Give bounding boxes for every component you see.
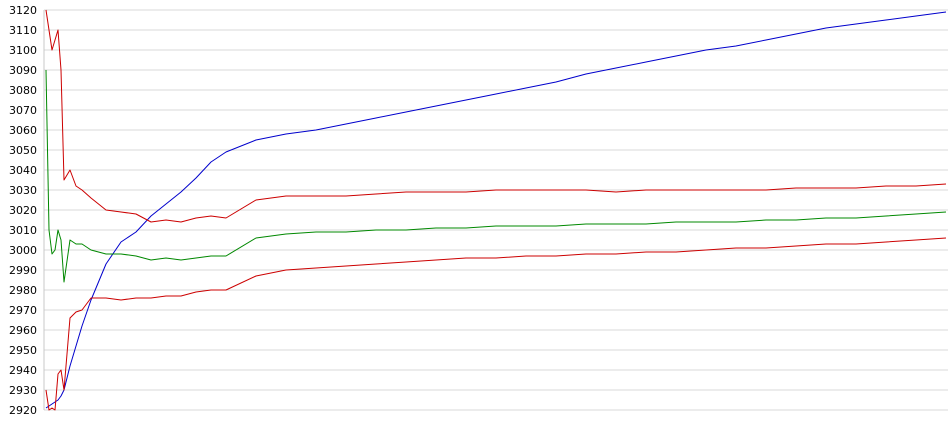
y-tick-label: 3010 <box>9 224 37 237</box>
y-tick-label: 2990 <box>9 264 37 277</box>
y-tick-label: 3050 <box>9 144 37 157</box>
y-tick-label: 3090 <box>9 64 37 77</box>
y-tick-label: 3070 <box>9 104 37 117</box>
series-layer <box>45 9 947 411</box>
y-tick-label: 3040 <box>9 164 37 177</box>
y-tick-label: 2970 <box>9 304 37 317</box>
y-tick-label: 2950 <box>9 344 37 357</box>
series-line-4 <box>45 237 947 411</box>
y-axis: 3120 3110 3100 3090 3080 3070 3060 3050 3040 3030… <box>9 4 45 417</box>
y-tick-label: 3100 <box>9 44 37 57</box>
y-tick-label: 3000 <box>9 244 37 257</box>
y-tick-label: 3080 <box>9 84 37 97</box>
y-tick-label: 3120 <box>9 4 37 17</box>
y-tick-label: 3110 <box>9 24 37 37</box>
series-line-1 <box>45 11 947 409</box>
y-tick-label: 2920 <box>9 404 37 417</box>
y-tick-label: 3020 <box>9 204 37 217</box>
y-tick-label: 3030 <box>9 184 37 197</box>
y-tick-label: 2940 <box>9 364 37 377</box>
y-tick-label: 2960 <box>9 324 37 337</box>
grid-lines <box>44 9 948 411</box>
series-line-2 <box>45 9 947 223</box>
series-line-3 <box>45 69 947 283</box>
y-tick-label: 2930 <box>9 384 37 397</box>
y-tick-label: 3060 <box>9 124 37 137</box>
y-tick-label: 2980 <box>9 284 37 297</box>
